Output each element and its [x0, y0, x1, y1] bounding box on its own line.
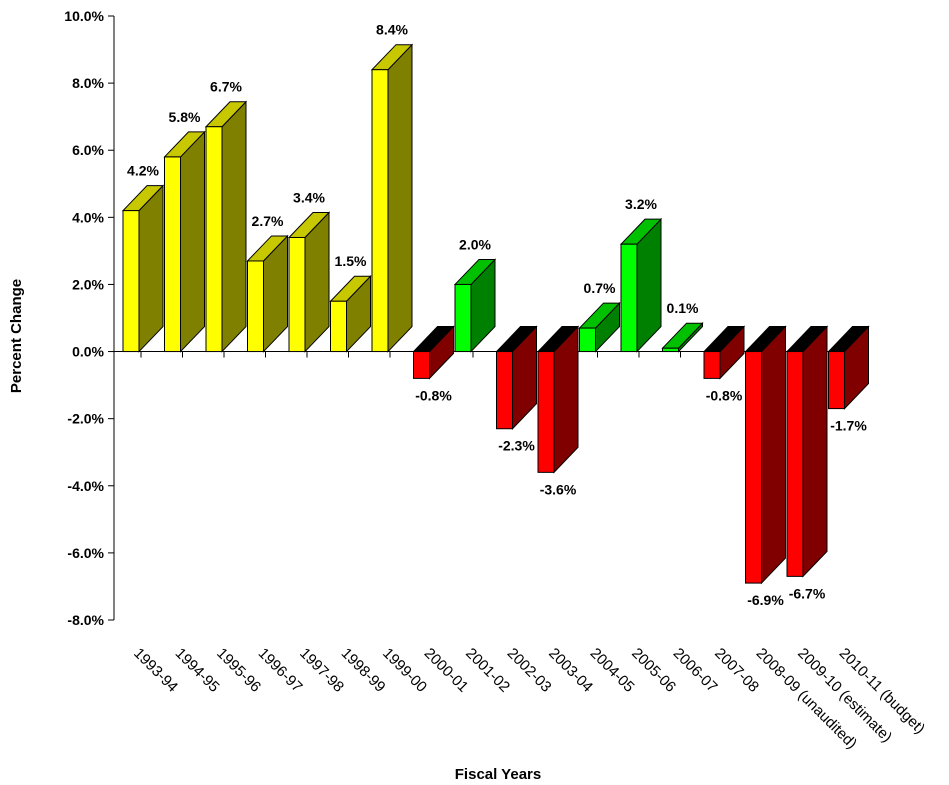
category-label: 2002-03 [504, 645, 555, 696]
category-label: 1995-96 [213, 645, 264, 696]
y-axis-title: Percent Change [8, 279, 25, 393]
category-label: 2001-02 [462, 645, 513, 696]
bar-2010-11 (budget) [827, 325, 870, 410]
y-tick-label: -2.0% [67, 411, 104, 427]
bar-front [496, 351, 513, 430]
y-tick-label: -8.0% [67, 612, 104, 628]
bar-2007-08 [702, 325, 746, 380]
data-label: 0.1% [667, 300, 699, 316]
category-label: 1999-00 [379, 645, 430, 696]
category-label: 2006-07 [670, 645, 721, 696]
bar-front [662, 347, 679, 353]
data-label: 8.4% [376, 22, 408, 38]
bar-front [247, 260, 264, 353]
bar-side [802, 325, 828, 578]
bar-front [205, 126, 223, 353]
data-label: 0.7% [584, 280, 616, 296]
bar-front [454, 283, 472, 353]
data-label: 5.8% [169, 109, 201, 125]
data-label: 3.2% [625, 196, 657, 212]
data-label: -6.9% [747, 592, 784, 608]
y-tick-label: 10.0% [64, 8, 104, 24]
bar-2004-05 [578, 301, 621, 353]
category-label: 1998-99 [338, 645, 389, 696]
bar-2005-06 [619, 217, 663, 353]
data-label: 2.0% [459, 236, 491, 252]
bar-front [703, 351, 721, 379]
bar-2006-07 [661, 321, 704, 353]
bar-top [661, 322, 704, 349]
bar-front [122, 210, 140, 353]
bar-2009-10 (estimate) [785, 325, 829, 578]
bar-front [786, 351, 804, 577]
bar-front [371, 69, 389, 353]
category-label: 1996-97 [255, 645, 306, 696]
y-tick-label: 0.0% [72, 344, 104, 360]
category-label: 1993-94 [130, 645, 181, 696]
bar-2003-04 [536, 325, 580, 474]
bar-side [221, 100, 247, 353]
data-label: 1.5% [335, 253, 367, 269]
data-label: -3.6% [540, 481, 577, 497]
data-label: 4.2% [127, 163, 159, 179]
data-label: 2.7% [252, 213, 284, 229]
bar-front [579, 327, 596, 353]
data-label: -0.8% [706, 387, 743, 403]
bar-1999-00 [370, 43, 414, 353]
data-label: -1.7% [830, 418, 867, 434]
bar-1997-98 [287, 211, 331, 353]
bar-1996-97 [246, 234, 289, 353]
category-label: 2004-05 [587, 645, 638, 696]
bar-1994-95 [163, 130, 206, 353]
bar-front [828, 351, 845, 410]
data-label: 3.4% [293, 189, 325, 205]
bar-front [413, 351, 430, 379]
y-tick-label: -6.0% [67, 545, 104, 561]
y-tick-label: 6.0% [72, 142, 104, 158]
bar-side [387, 43, 413, 353]
bar-front [288, 236, 306, 353]
y-tick-label: -4.0% [67, 478, 104, 494]
bar-front [745, 351, 762, 584]
bar-side [761, 325, 786, 585]
category-label: 2005-06 [628, 645, 679, 696]
y-tick-label: 8.0% [72, 75, 104, 91]
bar-2002-03 [495, 325, 538, 430]
y-tick-label: 2.0% [72, 276, 104, 292]
bar-1998-99 [329, 274, 372, 353]
category-label: 2007-08 [711, 645, 762, 696]
bar-front [164, 156, 181, 353]
category-label: 1994-95 [172, 645, 223, 696]
category-label: 2003-04 [545, 645, 596, 696]
bar-1995-96 [204, 100, 248, 353]
bar-side [180, 130, 205, 353]
y-tick-label: 4.0% [72, 209, 104, 225]
bar-front [537, 351, 555, 473]
data-label: -6.7% [789, 585, 826, 601]
bar-2000-01 [412, 325, 455, 380]
axes: 10.0% 8.0% 6.0% 4.0% 2.0% 0.0% -2.0% -4.0% -6.0%… [64, 8, 869, 628]
x-axis-title: Fiscal Years [455, 766, 541, 783]
bar-front [620, 243, 638, 353]
bar-1993-94 [121, 184, 165, 353]
bar-2001-02 [453, 258, 497, 353]
bars [121, 43, 870, 585]
category-label: 2000-01 [421, 645, 472, 696]
category-label: 1997-98 [296, 645, 347, 696]
bar-2008-09 (unaudited) [744, 325, 787, 585]
bar-front [330, 300, 347, 353]
data-label: -0.8% [415, 387, 452, 403]
data-label: 6.7% [210, 79, 242, 95]
bar-side [138, 184, 164, 353]
data-label: -2.3% [498, 438, 535, 454]
